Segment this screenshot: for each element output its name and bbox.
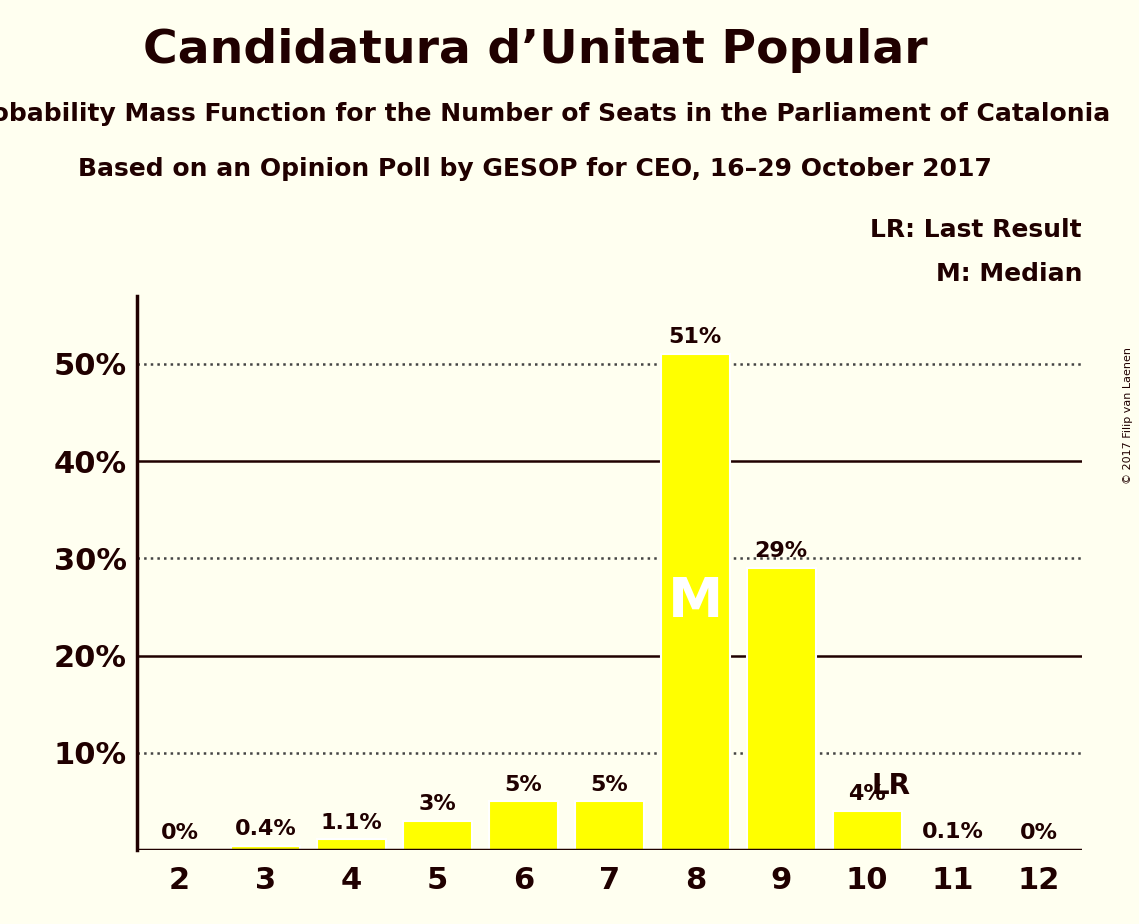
Text: Based on an Opinion Poll by GESOP for CEO, 16–29 October 2017: Based on an Opinion Poll by GESOP for CE…	[79, 157, 992, 181]
Bar	[661, 354, 730, 850]
Bar	[575, 801, 644, 850]
Text: M: M	[667, 575, 723, 629]
Text: 5%: 5%	[590, 774, 629, 795]
Text: 3%: 3%	[419, 794, 457, 814]
Text: © 2017 Filip van Laenen: © 2017 Filip van Laenen	[1123, 347, 1133, 484]
Text: LR: Last Result: LR: Last Result	[870, 218, 1082, 242]
Text: Probability Mass Function for the Number of Seats in the Parliament of Catalonia: Probability Mass Function for the Number…	[0, 102, 1109, 126]
Text: Candidatura d’Unitat Popular: Candidatura d’Unitat Popular	[144, 28, 927, 73]
Text: 0.4%: 0.4%	[235, 820, 296, 839]
Text: M: Median: M: Median	[935, 262, 1082, 286]
Bar	[919, 849, 988, 850]
Bar	[403, 821, 472, 850]
Text: 5%: 5%	[505, 774, 542, 795]
Bar	[747, 568, 816, 850]
Text: 4%: 4%	[849, 784, 886, 805]
Text: 51%: 51%	[669, 327, 722, 347]
Text: 0%: 0%	[1021, 823, 1058, 844]
Bar	[833, 811, 902, 850]
Bar	[231, 846, 300, 850]
Text: 1.1%: 1.1%	[321, 812, 383, 833]
Bar	[489, 801, 558, 850]
Text: LR: LR	[871, 772, 910, 799]
Text: 29%: 29%	[755, 541, 808, 561]
Text: 0.1%: 0.1%	[923, 822, 984, 843]
Bar	[317, 839, 386, 850]
Text: 0%: 0%	[161, 823, 198, 844]
